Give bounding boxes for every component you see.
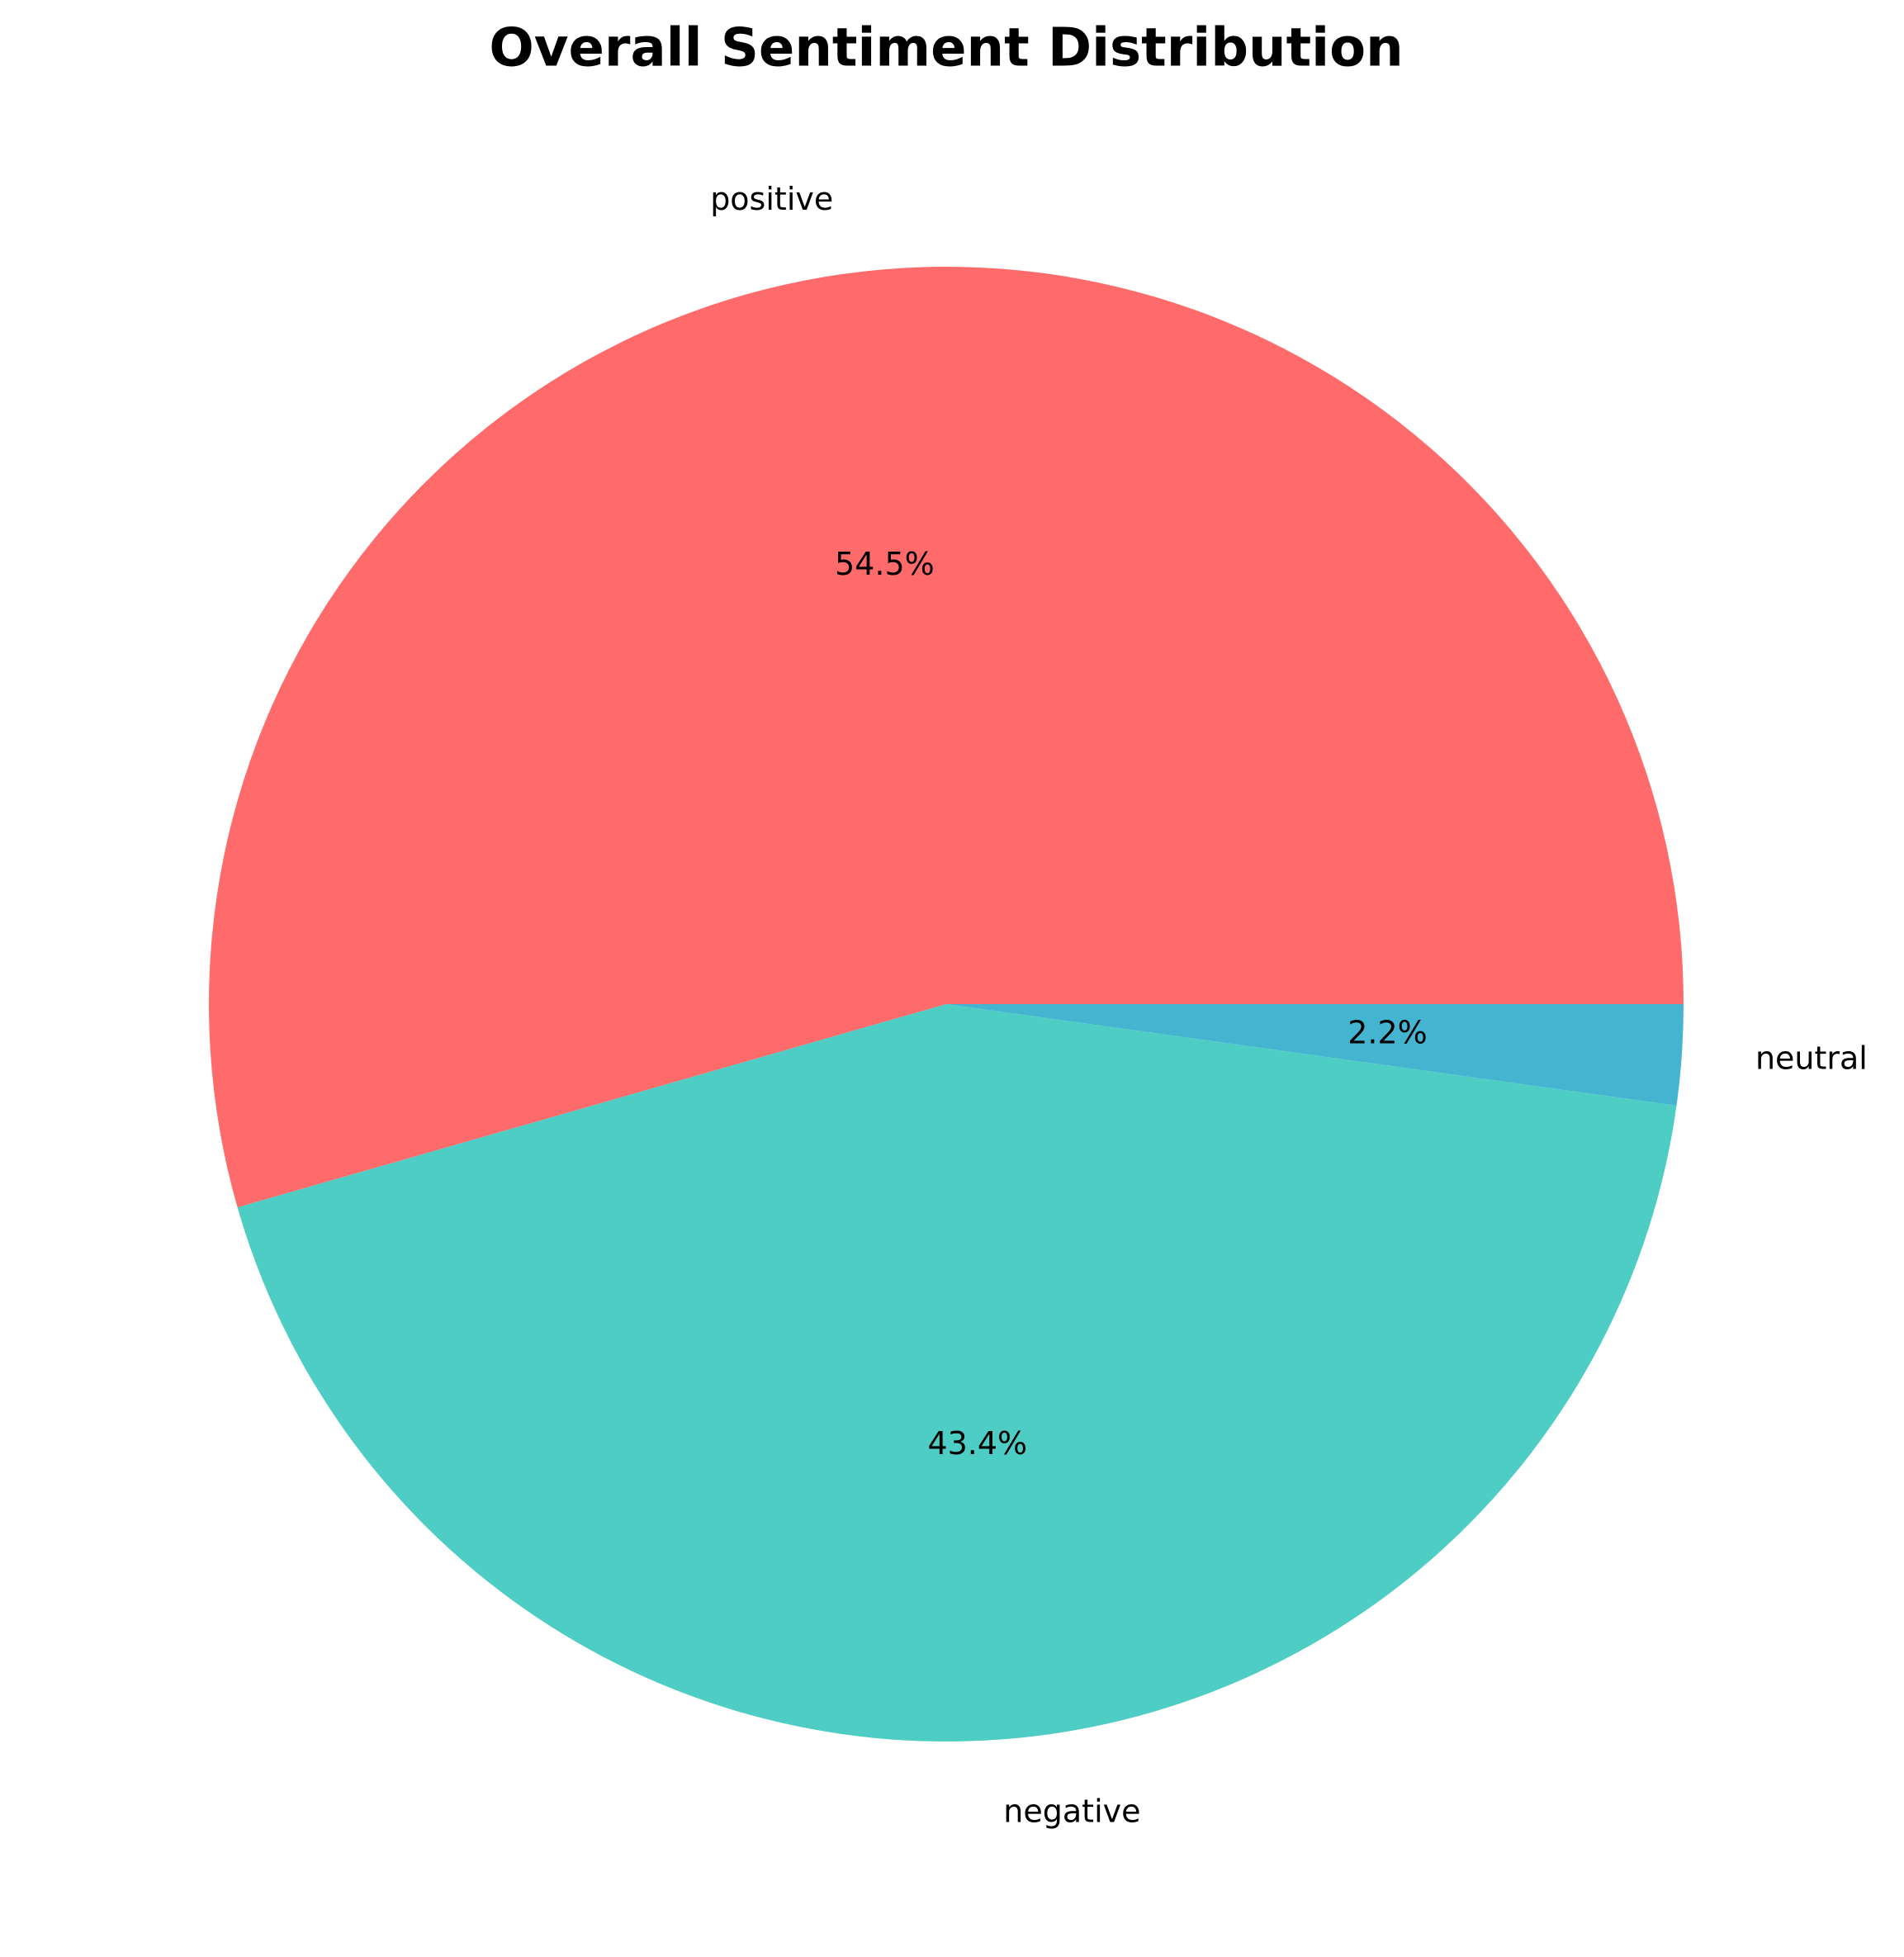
pie-labels: positive 54.5% negative 43.4% neutral 2.2% <box>710 181 1868 1830</box>
pct-label-positive: 54.5% <box>835 546 935 582</box>
pie-slice-negative <box>237 1004 1677 1741</box>
pie-slices <box>208 266 1684 1741</box>
pie-slice-positive <box>208 266 1684 1208</box>
slice-label-positive: positive <box>710 181 833 217</box>
pct-label-negative: 43.4% <box>927 1425 1027 1462</box>
slice-label-negative: negative <box>1003 1793 1140 1829</box>
pie-slice-neutral <box>946 1004 1684 1106</box>
pct-label-neutral: 2.2% <box>1347 1014 1428 1050</box>
slice-label-neutral: neutral <box>1755 1040 1868 1076</box>
chart-title: Overall Sentiment Distribution <box>489 18 1403 79</box>
